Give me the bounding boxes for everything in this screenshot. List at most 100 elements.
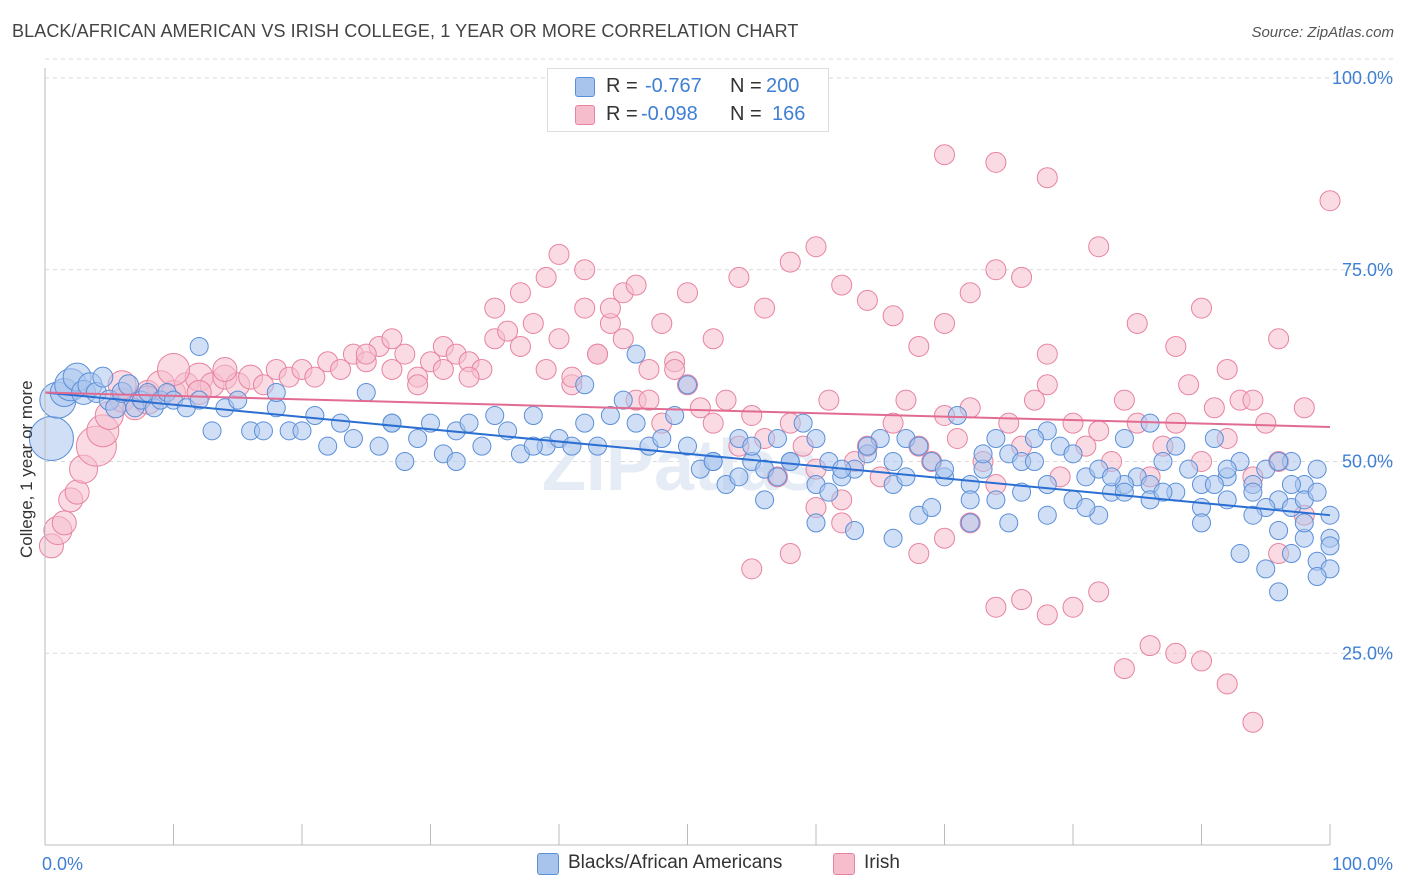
irish-point — [1191, 297, 1212, 319]
irish-point — [959, 282, 981, 304]
blacks-point — [485, 405, 505, 425]
blacks-point — [947, 405, 967, 425]
irish-point — [1293, 397, 1315, 419]
blacks-point — [189, 336, 209, 356]
blacks-point — [253, 421, 273, 441]
blacks-point — [665, 405, 685, 425]
irish-point — [574, 297, 596, 319]
blacks-point — [600, 405, 620, 425]
y-tick-label: 75.0% — [1342, 260, 1393, 280]
blacks-trend-line — [44, 391, 1331, 517]
blacks-point — [922, 498, 942, 518]
irish-point — [754, 297, 776, 319]
blacks-point — [767, 467, 787, 487]
irish-point — [612, 328, 634, 350]
irish-point — [64, 479, 90, 505]
legend-r-value: -0.098 — [641, 103, 698, 125]
irish-point — [741, 404, 763, 426]
irish-point — [638, 389, 660, 411]
legend-swatch-pink — [575, 105, 595, 125]
irish-point — [509, 282, 531, 304]
irish-point — [985, 259, 1007, 281]
irish-point — [625, 274, 647, 296]
irish-point — [934, 144, 955, 166]
irish-point — [908, 543, 930, 565]
irish-point — [458, 366, 480, 388]
blacks-point — [1281, 544, 1301, 564]
blacks-point — [1320, 536, 1340, 556]
irish-point — [1062, 412, 1084, 434]
blacks-point — [999, 513, 1019, 533]
irish-point — [1178, 374, 1200, 396]
irish-point — [497, 320, 519, 342]
blacks-point — [459, 413, 479, 433]
irish-point — [394, 343, 416, 365]
legend-n-label: N = — [730, 103, 762, 125]
irish-point — [548, 243, 570, 265]
source-note: Source: ZipAtlas.com — [1251, 24, 1394, 41]
tick-labels: 25.0% 50.0% 75.0% 100.0% 0.0% 100.0% — [42, 68, 1393, 874]
blacks-point — [343, 428, 363, 448]
irish-point — [522, 312, 544, 334]
blacks-point — [960, 490, 980, 510]
irish-point — [831, 274, 853, 296]
irish-point — [212, 356, 238, 382]
blacks-point — [1037, 475, 1057, 495]
irish-point — [535, 358, 557, 380]
blacks-point — [408, 428, 428, 448]
blacks-point — [1307, 567, 1327, 587]
irish-point — [157, 352, 190, 386]
blacks-point — [1192, 513, 1211, 533]
blacks-point — [755, 490, 775, 510]
irish-point — [1319, 190, 1341, 212]
y-tick-label: 25.0% — [1342, 643, 1393, 663]
irish-point — [638, 358, 660, 380]
blacks-point — [305, 405, 325, 425]
irish-point — [818, 389, 840, 411]
irish-point — [998, 412, 1020, 434]
blacks-point — [446, 452, 466, 471]
blacks-point — [845, 521, 865, 541]
irish-point — [882, 305, 904, 327]
irish-point — [805, 236, 827, 258]
irish-point — [715, 389, 737, 411]
blacks-point — [626, 413, 646, 433]
blacks-point — [1269, 582, 1289, 602]
irish-point — [946, 427, 968, 449]
blacks-point — [1307, 482, 1327, 502]
irish-point — [1011, 589, 1033, 611]
blacks-point — [369, 436, 389, 456]
irish-point — [330, 358, 352, 380]
legend-r-label: R = — [606, 103, 638, 125]
blacks-point — [793, 413, 813, 433]
blacks-point — [1114, 428, 1134, 448]
irish-point — [651, 312, 673, 334]
y-tick-label: 100.0% — [1332, 68, 1393, 88]
blacks-point — [1024, 452, 1044, 471]
blacks-point — [857, 436, 877, 456]
irish-point — [1268, 328, 1290, 350]
blacks-point — [1307, 459, 1327, 479]
blacks-point — [819, 482, 839, 502]
blacks-point — [575, 375, 595, 395]
blacks-point — [1217, 459, 1237, 479]
irish-point — [689, 397, 711, 419]
blacks-point — [1114, 482, 1134, 502]
irish-point — [779, 251, 801, 273]
irish-point — [677, 282, 698, 304]
x-tick-label: 0.0% — [42, 854, 83, 874]
legend-row-irish: R = -0.098 N = 166 — [548, 101, 828, 129]
irish-point — [1113, 658, 1135, 680]
blacks-point — [1024, 428, 1044, 448]
legend-row-blacks: R = -0.767 N = 200 — [548, 73, 828, 101]
blacks-point — [1243, 505, 1263, 525]
irish-point — [934, 527, 955, 549]
irish-point — [355, 343, 377, 365]
irish-point — [934, 312, 955, 334]
bottom-legend-swatch-blue — [537, 853, 559, 875]
blacks-point — [292, 421, 312, 441]
blacks-point — [356, 382, 376, 402]
irish-point — [1036, 167, 1058, 189]
blacks-point — [806, 513, 826, 533]
